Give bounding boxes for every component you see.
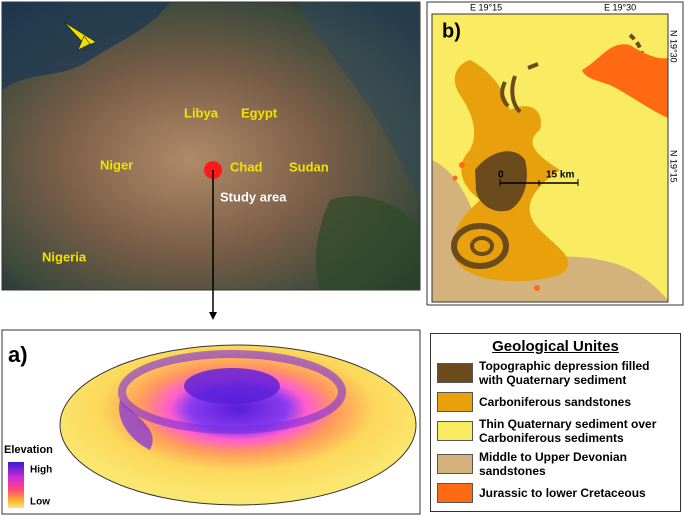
country-label: Chad (230, 159, 263, 174)
jurassic-outcrop (452, 175, 458, 181)
elevation-colorbar (8, 462, 24, 508)
panel-label: a) (8, 342, 28, 367)
panel-label: b) (442, 20, 461, 42)
latitude-label: N 19°15 (669, 150, 679, 183)
longitude-label: E 19°30 (604, 2, 636, 12)
depression-ring (451, 223, 509, 269)
panel-border (426, 1, 684, 306)
map-frame (431, 13, 669, 303)
elevation-panel: a) Elevation High Low (1, 329, 421, 515)
elevation-core (184, 368, 280, 404)
arrow-head (209, 312, 217, 320)
depression-arc (500, 81, 510, 108)
country-label: Sudan (289, 159, 329, 174)
geology-legend: Geological Unites Topographic depression… (430, 333, 681, 512)
elevation-high: High (30, 465, 52, 476)
depression-arc (527, 62, 539, 70)
jurassic-area (582, 44, 668, 118)
legend-swatch (437, 392, 473, 412)
country-label: Libya (184, 105, 219, 120)
legend-items: Topographic depression filled with Quate… (437, 359, 674, 503)
legend-label: Carboniferous sandstones (479, 395, 632, 409)
elevation-title: Elevation (4, 444, 53, 456)
vegetation (315, 196, 420, 290)
depression-ring (470, 236, 494, 256)
scale-label: 15 km (546, 170, 574, 181)
elevation-ring (118, 350, 346, 434)
north-arrow (63, 21, 97, 51)
jurassic-outcrop (459, 162, 465, 168)
legend-label: Jurassic to lower Cretaceous (479, 486, 646, 500)
jurassic-outcrop (534, 285, 540, 291)
legend-swatch (437, 483, 473, 503)
legend-label: Topographic depression filled with Quate… (479, 359, 650, 387)
elevation-model (59, 344, 417, 506)
legend-item: Carboniferous sandstones (437, 392, 674, 412)
red-sea-area (300, 2, 420, 200)
study-area-label: Study area (220, 189, 287, 204)
satellite-panel: Libya Egypt Niger Chad Sudan Nigeria Stu… (1, 1, 421, 291)
depression-area (475, 151, 527, 212)
legend-title: Geological Unites (492, 338, 619, 355)
legend-item: Thin Quaternary sediment over Carbonifer… (437, 417, 674, 445)
country-label: Niger (100, 157, 133, 172)
legend-item: Topographic depression filled with Quate… (437, 359, 674, 387)
legend-swatch (437, 454, 473, 474)
latitude-label: N 19°30 (669, 30, 679, 63)
legend-label: Middle to Upper Devonian sandstones (479, 450, 628, 478)
legend-swatch (437, 421, 473, 441)
elevation-ridge (119, 400, 153, 450)
legend-item: Jurassic to lower Cretaceous (437, 483, 674, 503)
country-label: Nigeria (42, 249, 87, 264)
geology-map: b) E 19°15 E 19°30 N 19°30 N 19°15 0 15 … (426, 1, 684, 306)
longitude-label: E 19°15 (470, 2, 502, 12)
legend-swatch (437, 363, 473, 383)
elevation-low: Low (30, 497, 50, 508)
depression-arc (510, 75, 522, 114)
country-label: Egypt (241, 105, 278, 120)
legend-item: Middle to Upper Devonian sandstones (437, 450, 674, 478)
scale-label: 0 (498, 170, 504, 181)
legend-label: Thin Quaternary sediment over Carbonifer… (479, 417, 657, 445)
